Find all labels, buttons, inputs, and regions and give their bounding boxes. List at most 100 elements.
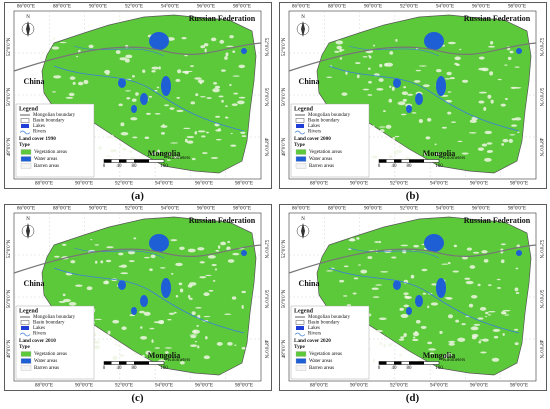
longitude-label: 92°0'0"E (125, 5, 143, 10)
barren-patch (470, 295, 478, 299)
barren-patch (54, 255, 60, 258)
barren-patch (76, 55, 79, 58)
lake (118, 78, 126, 88)
barren-patch (201, 135, 206, 138)
barren-patch (448, 340, 456, 344)
lake (131, 307, 137, 315)
barren-patch (375, 284, 383, 286)
barren-patch (104, 69, 111, 75)
barren-patch (477, 317, 484, 320)
barren-patch (447, 262, 451, 265)
legend-symbol (295, 118, 305, 123)
lake (131, 105, 137, 113)
barren-patch (422, 292, 427, 295)
barren-patch (133, 237, 137, 240)
barren-patch (168, 312, 175, 315)
legend-item: Rivers (308, 332, 321, 337)
barren-patch (94, 318, 102, 321)
barren-patch (485, 311, 489, 315)
barren-patch (490, 99, 494, 104)
longitude-label: 88°0'0"E (310, 182, 328, 187)
barren-patch (241, 290, 246, 294)
barren-patch (508, 138, 514, 143)
legend-title: Legend (19, 106, 39, 112)
latitude-label: 52°0'0"N (538, 240, 543, 259)
longitude-label: 90°0'0"E (350, 384, 368, 389)
country-label: China (299, 77, 320, 86)
barren-patch (75, 284, 83, 287)
legend-item: Vegetation areas (34, 150, 67, 155)
barren-patch (511, 124, 518, 127)
barren-patch (484, 130, 492, 135)
barren-patch (375, 329, 383, 333)
barren-patch (326, 76, 333, 78)
legend-swatch (20, 156, 32, 162)
barren-patch (515, 291, 520, 295)
country-label: Mongolia (423, 149, 455, 158)
legend-symbol (19, 130, 31, 135)
barren-patch (473, 323, 481, 326)
legend-type-title: Type (19, 142, 31, 148)
barren-patch (481, 250, 488, 254)
barren-patch (393, 150, 397, 155)
barren-patch (216, 342, 223, 346)
barren-patch (469, 265, 476, 269)
barren-patch (500, 103, 506, 107)
barren-patch (399, 354, 402, 357)
barren-patch (227, 259, 235, 263)
latitude-label: 52°0'0"N (263, 240, 268, 259)
barren-patch (227, 341, 233, 346)
legend-item: Lakes (33, 124, 45, 129)
barren-patch (232, 252, 240, 256)
lake (161, 76, 171, 96)
barren-patch (231, 103, 238, 107)
north-label: N (26, 217, 30, 222)
barren-patch (193, 329, 196, 334)
barren-patch (152, 152, 157, 156)
scale-tick: 0 (103, 366, 106, 371)
longitude-label: 88°0'0"E (35, 182, 53, 187)
longitude-label: 92°0'0"E (400, 5, 418, 10)
barren-patch (504, 314, 510, 316)
barren-patch (220, 69, 226, 72)
barren-patch (90, 238, 93, 241)
barren-patch (502, 138, 509, 143)
barren-patch (175, 262, 183, 267)
lake (406, 307, 412, 315)
barren-patch (103, 280, 110, 285)
scale-segment (409, 159, 424, 163)
barren-patch (58, 300, 66, 303)
legend-year: Land cover 1990 (19, 136, 56, 142)
barren-patch (403, 86, 407, 89)
barren-patch (132, 136, 138, 139)
country-label: Mongolia (423, 351, 455, 360)
barren-patch (502, 309, 511, 312)
lake (140, 93, 148, 105)
barren-patch (412, 338, 419, 342)
barren-patch (368, 80, 372, 84)
barren-patch (164, 347, 173, 349)
barren-patch (517, 131, 520, 134)
barren-patch (151, 339, 154, 343)
barren-patch (70, 260, 76, 264)
barren-patch (435, 152, 441, 156)
barren-patch (199, 276, 207, 279)
barren-patch (362, 56, 368, 58)
barren-patch (217, 128, 221, 132)
mongolian-boundary (288, 244, 537, 274)
barren-patch (199, 261, 205, 264)
barren-patch (371, 125, 375, 128)
barren-patch (190, 335, 197, 339)
barren-patch (205, 274, 212, 277)
barren-patch (241, 346, 246, 350)
latitude-label: 50°0'0"N (538, 88, 543, 107)
barren-patch (486, 142, 493, 145)
barren-patch (514, 342, 519, 346)
barren-patch (421, 268, 428, 272)
barren-patch (111, 134, 114, 137)
longitude-label: 86°0'0"E (292, 207, 310, 212)
barren-patch (131, 98, 137, 102)
panel-caption: (d) (406, 392, 420, 404)
longitude-label: 98°0'0"E (233, 5, 251, 10)
latitude-label: 50°0'0"N (7, 289, 12, 308)
